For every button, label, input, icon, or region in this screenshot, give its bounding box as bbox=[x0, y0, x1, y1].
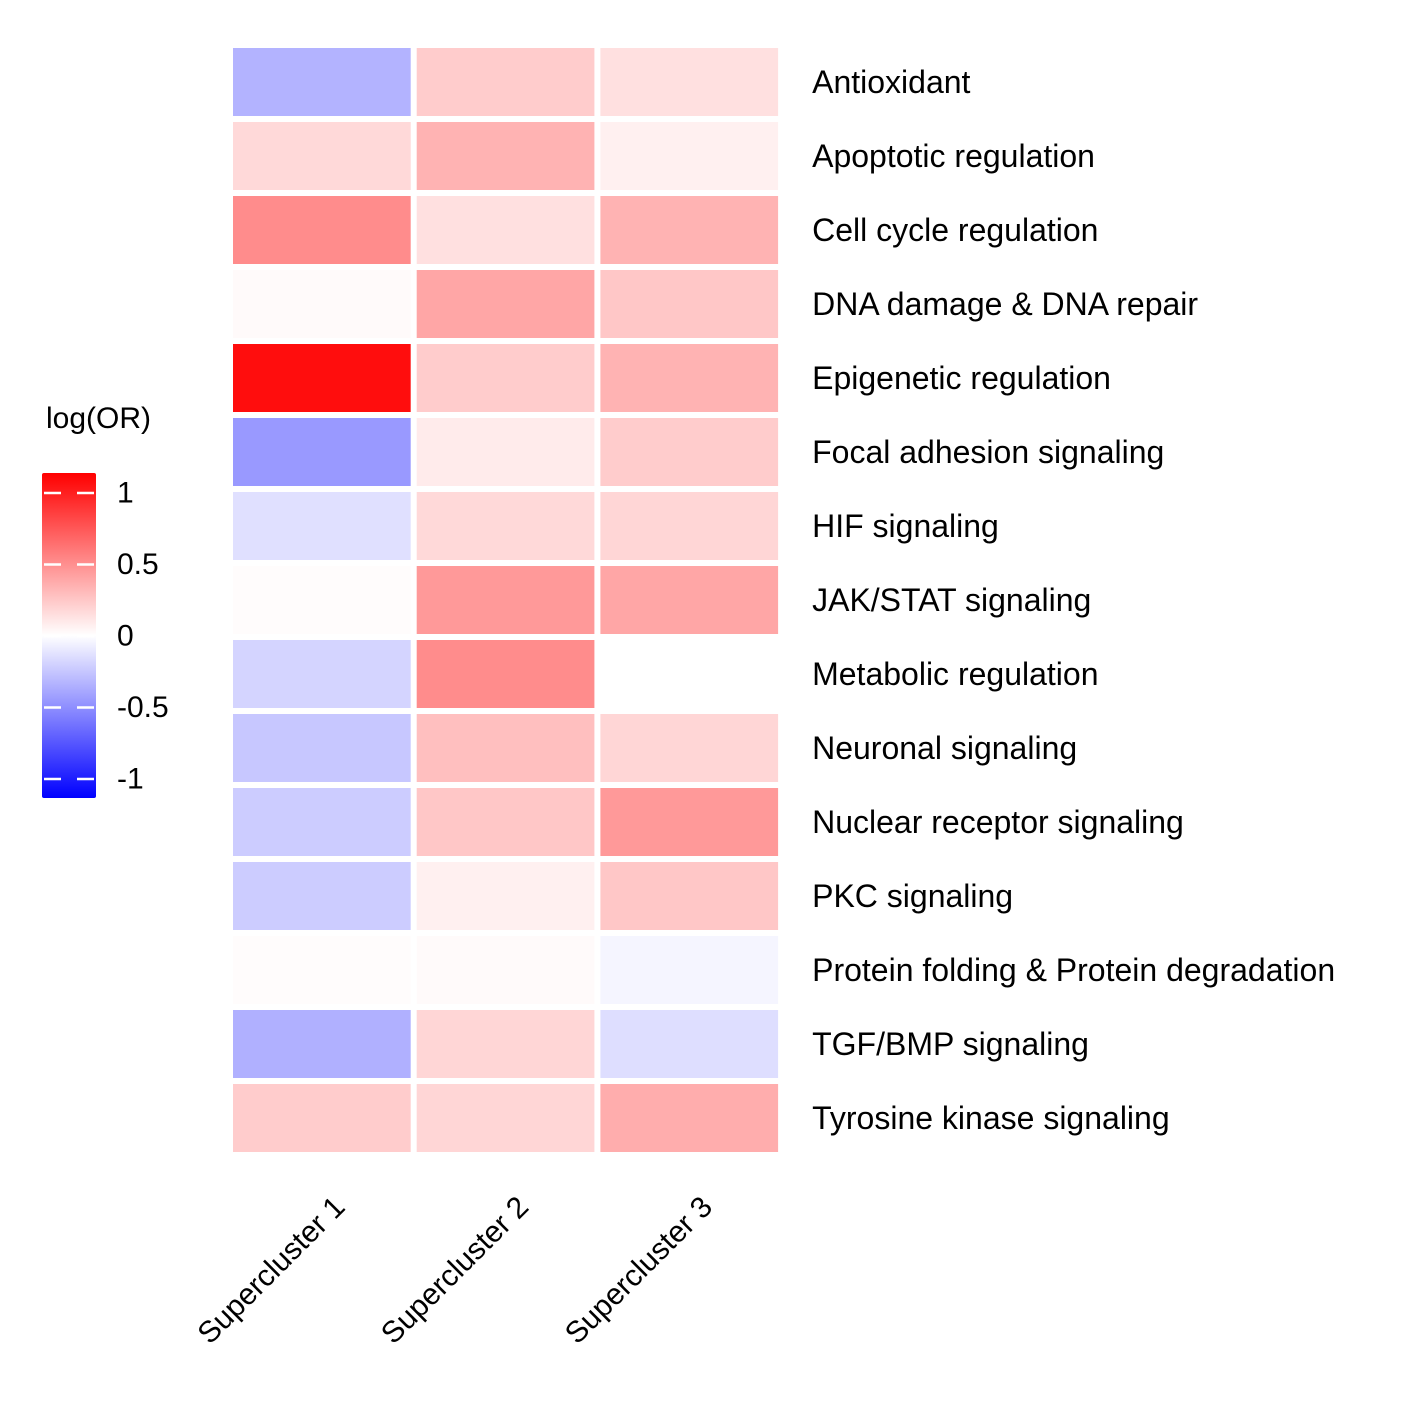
row-label: Apoptotic regulation bbox=[812, 138, 1095, 174]
heatmap-cell bbox=[416, 936, 595, 1004]
colorbar-tick-label: 0 bbox=[117, 620, 134, 653]
row-label: Epigenetic regulation bbox=[812, 360, 1111, 396]
colorbar-tick-label: 0.5 bbox=[117, 548, 159, 581]
heatmap-cell bbox=[233, 48, 411, 116]
colorbar bbox=[42, 473, 96, 798]
row-label: Neuronal signaling bbox=[812, 730, 1077, 766]
row-label: Metabolic regulation bbox=[812, 656, 1098, 692]
heatmap-cell bbox=[416, 1084, 595, 1152]
heatmap-cell bbox=[233, 714, 411, 782]
heatmap-cell bbox=[233, 788, 411, 856]
heatmap-cell bbox=[600, 344, 779, 412]
heatmap-cell bbox=[416, 640, 595, 708]
heatmap-cell bbox=[600, 122, 779, 190]
heatmap-cell bbox=[416, 418, 595, 486]
heatmap-cell bbox=[416, 344, 595, 412]
heatmap-cell bbox=[233, 566, 411, 634]
heatmap-cell bbox=[600, 1010, 779, 1078]
heatmap-cell bbox=[600, 566, 779, 634]
heatmap-cell bbox=[233, 640, 411, 708]
heatmap-cell bbox=[600, 640, 779, 708]
heatmap-cell bbox=[233, 862, 411, 930]
row-label: DNA damage & DNA repair bbox=[812, 286, 1198, 322]
row-label: Antioxidant bbox=[812, 64, 970, 100]
row-label: Focal adhesion signaling bbox=[812, 434, 1164, 470]
heatmap-cell bbox=[233, 270, 411, 338]
heatmap-cell bbox=[233, 344, 411, 412]
legend-title: log(OR) bbox=[46, 402, 151, 435]
row-label: TGF/BMP signaling bbox=[812, 1026, 1089, 1062]
column-label: Supercluster 2 bbox=[375, 1190, 535, 1350]
heatmap-cell bbox=[416, 48, 595, 116]
heatmap-cell bbox=[233, 122, 411, 190]
heatmap-cells bbox=[233, 48, 779, 1152]
row-label: Protein folding & Protein degradation bbox=[812, 952, 1335, 988]
row-label: Nuclear receptor signaling bbox=[812, 804, 1184, 840]
heatmap-cell bbox=[600, 196, 779, 264]
heatmap-cell bbox=[600, 418, 779, 486]
heatmap-cell bbox=[416, 714, 595, 782]
row-label: Tyrosine kinase signaling bbox=[812, 1100, 1170, 1136]
heatmap-cell bbox=[416, 862, 595, 930]
color-legend: log(OR) 1 0.5 0 -0.5 -1 bbox=[42, 402, 169, 798]
column-label: Supercluster 3 bbox=[559, 1190, 719, 1350]
colorbar-ticks: 1 0.5 0 -0.5 -1 bbox=[44, 477, 169, 796]
heatmap-cell bbox=[416, 492, 595, 560]
heatmap-cell bbox=[233, 418, 411, 486]
heatmap-cell bbox=[416, 1010, 595, 1078]
heatmap-cell bbox=[416, 788, 595, 856]
heatmap-cell bbox=[600, 936, 779, 1004]
column-label: Supercluster 1 bbox=[191, 1190, 351, 1350]
row-label: PKC signaling bbox=[812, 878, 1013, 914]
colorbar-tick-label: -1 bbox=[117, 763, 144, 796]
heatmap-cell bbox=[600, 1084, 779, 1152]
colorbar-tick-label: -0.5 bbox=[117, 691, 169, 724]
heatmap-cell bbox=[233, 1084, 411, 1152]
heatmap-cell bbox=[233, 936, 411, 1004]
heatmap-cell bbox=[233, 492, 411, 560]
row-label: JAK/STAT signaling bbox=[812, 582, 1091, 618]
column-labels: Supercluster 1 Supercluster 2 Supercluster… bbox=[191, 1190, 719, 1350]
row-label: HIF signaling bbox=[812, 508, 999, 544]
heatmap-cell bbox=[416, 270, 595, 338]
heatmap-cell bbox=[233, 1010, 411, 1078]
heatmap-cell bbox=[233, 196, 411, 264]
heatmap-cell bbox=[416, 122, 595, 190]
heatmap-cell bbox=[600, 788, 779, 856]
heatmap-cell bbox=[600, 270, 779, 338]
heatmap-cell bbox=[600, 48, 779, 116]
heatmap-cell bbox=[600, 492, 779, 560]
heatmap-cell bbox=[416, 196, 595, 264]
heatmap-cell bbox=[416, 566, 595, 634]
colorbar-tick-label: 1 bbox=[117, 477, 134, 510]
heatmap-cell bbox=[600, 862, 779, 930]
row-label: Cell cycle regulation bbox=[812, 212, 1098, 248]
heatmap-cell bbox=[600, 714, 779, 782]
row-labels: Antioxidant Apoptotic regulation Cell cycl… bbox=[812, 64, 1335, 1136]
